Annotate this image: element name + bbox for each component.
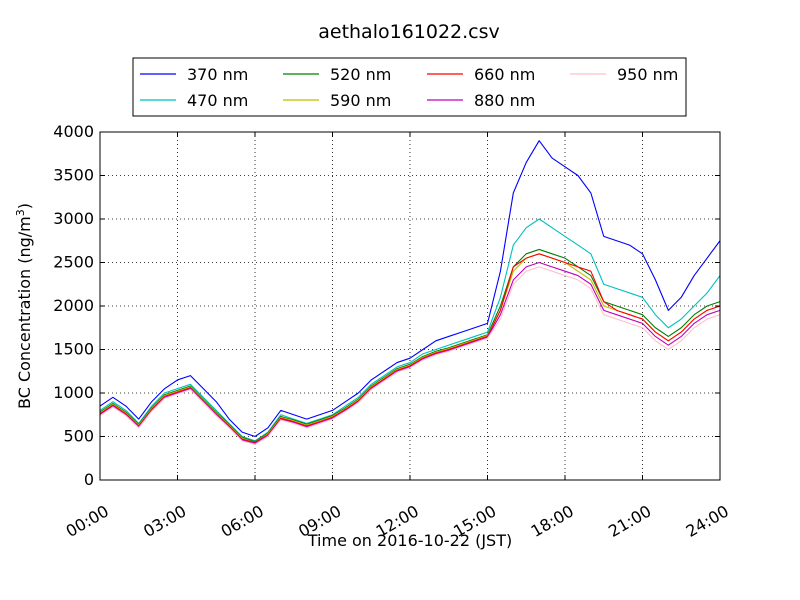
axis-ticks bbox=[99, 131, 721, 481]
series-line-370-nm bbox=[99, 140, 721, 438]
legend-box bbox=[132, 57, 687, 117]
series-line-950-nm bbox=[99, 266, 721, 445]
y-axis-label: BC Concentration (ng/m3) bbox=[14, 203, 34, 409]
x-tick-label: 03:00 bbox=[140, 501, 189, 541]
y-tick-label: 3000 bbox=[53, 209, 94, 228]
legend-label: 370 nm bbox=[187, 65, 248, 84]
legend-label: 590 nm bbox=[330, 91, 391, 110]
x-tick-label: 18:00 bbox=[528, 501, 577, 541]
y-tick-label: 3500 bbox=[53, 166, 94, 185]
y-tick-label: 2500 bbox=[53, 253, 94, 272]
y-tick-label: 4000 bbox=[53, 122, 94, 141]
legend-label: 470 nm bbox=[187, 91, 248, 110]
legend-label: 660 nm bbox=[474, 65, 535, 84]
series-line-880-nm bbox=[99, 261, 721, 445]
y-tick-label: 1000 bbox=[53, 383, 94, 402]
series-layer bbox=[99, 140, 721, 445]
chart-title: aethalo161022.csv bbox=[318, 21, 500, 43]
series-line-470-nm bbox=[99, 218, 721, 442]
y-tick-label: 500 bbox=[63, 427, 94, 446]
y-tick-label: 2000 bbox=[53, 296, 94, 315]
legend-label: 880 nm bbox=[474, 91, 535, 110]
series-line-660-nm bbox=[99, 253, 721, 444]
series-line-520-nm bbox=[99, 248, 721, 443]
legend: 370 nm 470 nm 520 nm 590 nm 660 nm 880 nm 950 … bbox=[132, 57, 687, 117]
y-tick-label: 1500 bbox=[53, 340, 94, 359]
y-tick-label: 0 bbox=[84, 470, 94, 489]
x-tick-label: 06:00 bbox=[218, 501, 267, 541]
legend-items: 370 nm 470 nm 520 nm 590 nm 660 nm 880 nm 950 … bbox=[140, 65, 678, 110]
x-tick-label: 24:00 bbox=[683, 501, 732, 541]
x-axis-label: Time on 2016-10-22 (JST) bbox=[307, 531, 512, 550]
legend-label: 950 nm bbox=[617, 65, 678, 84]
legend-label: 520 nm bbox=[330, 65, 391, 84]
y-tick-labels: 0 500 1000 1500 2000 2500 3000 3500 4000 bbox=[53, 122, 94, 489]
x-tick-label: 21:00 bbox=[605, 501, 654, 541]
x-tick-label: 00:00 bbox=[63, 501, 112, 541]
